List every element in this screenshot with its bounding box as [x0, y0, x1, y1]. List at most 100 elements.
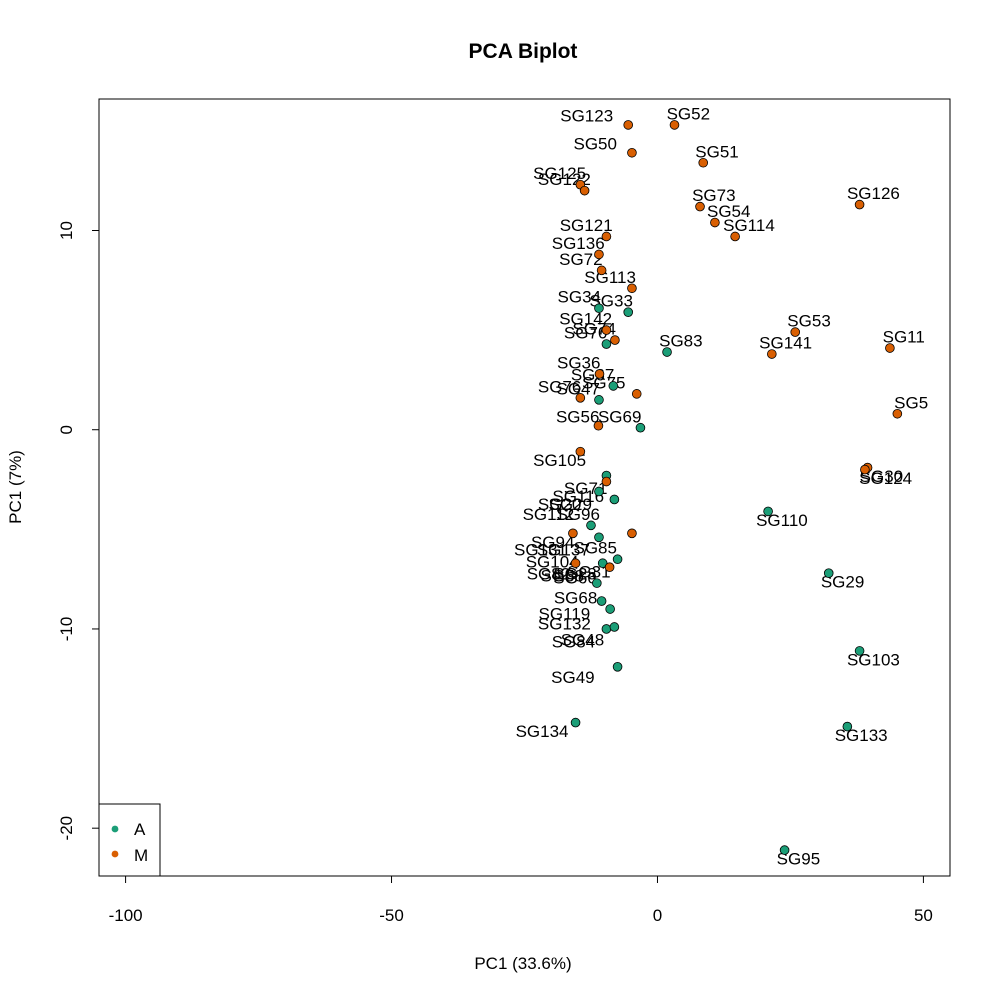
y-tick-label: 10 — [57, 221, 76, 240]
point-label: SG29 — [548, 495, 591, 514]
data-point-m — [767, 349, 777, 359]
data-point-m — [570, 558, 581, 569]
point-label: SG83 — [659, 332, 702, 351]
data-point-m — [710, 217, 720, 228]
point-label: SG114 — [723, 216, 775, 235]
data-point-a — [609, 622, 620, 632]
x-axis-label: PC1 (33.6%) — [474, 954, 571, 973]
point-label: SG116 — [552, 487, 604, 506]
data-point-a — [779, 845, 790, 855]
point-label: SG136 — [552, 234, 605, 253]
point-label: SG5 — [894, 393, 928, 412]
point-label: SG142 — [559, 310, 612, 329]
point-label: SG94 — [531, 533, 574, 552]
data-point-a — [594, 532, 604, 543]
data-point-a — [570, 717, 581, 728]
data-point-a — [612, 554, 623, 565]
data-point-a — [612, 662, 623, 672]
data-point-m — [627, 283, 637, 294]
data-point-m — [860, 464, 870, 475]
legend-label-m: M — [134, 846, 148, 865]
data-point-a — [842, 721, 853, 732]
point-label: SG31 — [567, 563, 610, 582]
point-label: SG137 — [537, 541, 590, 560]
data-point-a — [596, 596, 607, 606]
point-label: SG132 — [538, 614, 591, 633]
y-tick-label: -10 — [57, 617, 76, 642]
data-point-a — [594, 303, 604, 313]
point-label: SG20 — [538, 495, 581, 514]
point-label: SG47 — [556, 379, 599, 398]
x-tick-label: -100 — [109, 906, 143, 925]
data-point-m — [596, 265, 607, 276]
point-label: SG68 — [554, 589, 597, 608]
data-point-a — [635, 422, 646, 433]
legend-marker-m — [111, 850, 119, 858]
point-label: SG67 — [571, 365, 614, 384]
data-point-a — [586, 520, 596, 531]
plot-frame — [98, 98, 951, 877]
data-point-m — [604, 562, 615, 572]
point-label: SG125 — [533, 164, 586, 183]
point-label: SG119 — [539, 604, 591, 623]
point-label: SG103 — [847, 650, 900, 669]
point-label: SG34 — [558, 288, 601, 307]
data-point-a — [854, 646, 865, 656]
data-point-m — [594, 249, 604, 260]
x-tick-label: -50 — [379, 906, 404, 925]
data-point-m — [698, 157, 709, 168]
point-label: SG85 — [573, 539, 616, 558]
point-label: SG49 — [551, 668, 594, 687]
data-point-m — [669, 120, 680, 130]
y-axis-label: PC1 (7%) — [6, 450, 25, 524]
data-point-a — [763, 506, 773, 517]
legend-marker-a — [111, 825, 119, 833]
point-label: SG123 — [560, 106, 613, 125]
data-point-a — [601, 339, 612, 349]
point-label: SG70 — [564, 324, 607, 343]
point-label: SG72 — [559, 250, 602, 269]
point-label: SG36 — [557, 353, 600, 372]
data-point-a — [662, 347, 672, 357]
point-label: SG104 — [526, 553, 579, 572]
data-point-m — [627, 147, 637, 158]
data-point-m — [854, 199, 865, 210]
point-label: SG48 — [561, 630, 604, 649]
legend-label-a: A — [134, 820, 146, 839]
data-point-a — [594, 486, 604, 497]
data-point-m — [627, 528, 637, 539]
data-point-m — [575, 446, 586, 457]
data-point-a — [594, 395, 604, 405]
y-axis: -20 -10 0 10 — [57, 221, 99, 840]
data-point-m — [568, 528, 578, 539]
data-point-m — [594, 369, 605, 379]
point-label: SG126 — [847, 184, 900, 203]
data-point-m — [579, 185, 590, 196]
data-point-m — [593, 420, 604, 431]
x-tick-label: 0 — [653, 906, 662, 925]
data-point-m — [601, 476, 612, 487]
point-label: SG56 — [556, 407, 599, 426]
point-label: SG82 — [527, 565, 570, 584]
data-point-m — [892, 408, 903, 419]
y-tick-label: -20 — [57, 816, 76, 841]
data-point-m — [575, 393, 586, 403]
x-tick-label: 50 — [914, 906, 933, 925]
data-point-a — [605, 604, 615, 614]
legend: A M — [98, 803, 161, 877]
chart-title: PCA Biplot — [469, 40, 578, 63]
data-point-m — [730, 231, 740, 242]
point-label: SG96 — [556, 505, 599, 524]
point-label: SG95 — [777, 850, 820, 869]
point-label: SG105 — [533, 451, 586, 470]
point-label: SG30 — [860, 467, 903, 486]
point-label: SG50 — [573, 134, 616, 153]
point-label: SG29 — [821, 573, 864, 592]
point-label: SG73 — [692, 186, 735, 205]
data-point-m — [601, 325, 612, 335]
point-label: SG52 — [667, 104, 710, 123]
data-point-a — [608, 381, 619, 391]
